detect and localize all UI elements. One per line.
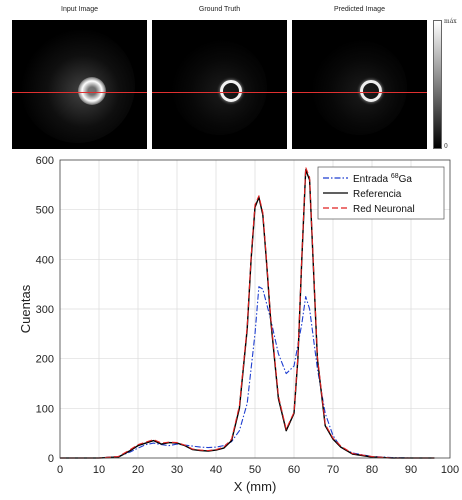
legend-entry-label: Red Neuronal [353,204,415,215]
ground-truth-profile-line [152,92,287,93]
legend-entry-label: Referencia [353,189,402,200]
series-line-entrada-68ga [60,286,435,459]
panel-title-predicted: Predicted Image [334,6,385,13]
y-tick-label: 100 [36,403,54,415]
y-tick-label: 600 [36,155,54,167]
x-tick-label: 70 [327,464,339,476]
y-tick-label: 300 [36,304,54,316]
colorbar [433,20,442,149]
x-tick-label: 30 [171,464,183,476]
profile-line-chart: 0 10 20 30 40 50 60 70 80 90 100 0 100 200 300 400 500 60… [18,155,460,494]
x-tick-label: 10 [93,464,105,476]
y-tick-label: 0 [48,453,54,465]
input-profile-line [12,92,147,93]
plot-frame [59,159,451,459]
panel-title-input: Input Image [61,6,98,13]
series-line-red-neuronal [60,166,435,459]
panel-title-ground-truth: Ground Truth [198,6,241,13]
x-tick-label: 100 [441,464,459,476]
predicted-image-ring [360,80,382,102]
y-axis-label: Cuentas [18,284,33,333]
x-tick-label: 20 [132,464,144,476]
series-line-referencia [60,169,435,459]
ground-truth-ring [220,80,242,102]
y-tick-label: 200 [36,354,54,366]
tick-labels: 0 10 20 30 40 50 60 70 80 90 100 0 100 200 300 400 500 60… [36,155,460,476]
x-tick-label: 90 [405,464,417,476]
ground-truth-glow [172,40,267,135]
predicted-image-panel [292,20,427,149]
x-tick-label: 60 [288,464,300,476]
series-group [60,166,435,459]
x-tick-label: 40 [210,464,222,476]
legend: Entrada 68Ga Referencia Red Neuronal [317,166,445,220]
y-tick-label: 400 [36,254,54,266]
predicted-image-glow [312,40,407,135]
input-image-glow [20,28,135,143]
input-image-ring [78,77,106,105]
ground-truth-panel [152,20,287,149]
x-tick-label: 50 [249,464,261,476]
colorbar-min-label: 0 [444,143,448,150]
input-image-panel [12,20,147,149]
x-axis-label: X (mm) [234,479,277,494]
x-tick-label: 80 [366,464,378,476]
predicted-profile-line [292,92,427,93]
y-tick-label: 500 [36,205,54,217]
x-tick-label: 0 [57,464,63,476]
legend-entry-label: Entrada 68Ga [353,173,412,185]
colorbar-max-label: máx [444,18,457,25]
